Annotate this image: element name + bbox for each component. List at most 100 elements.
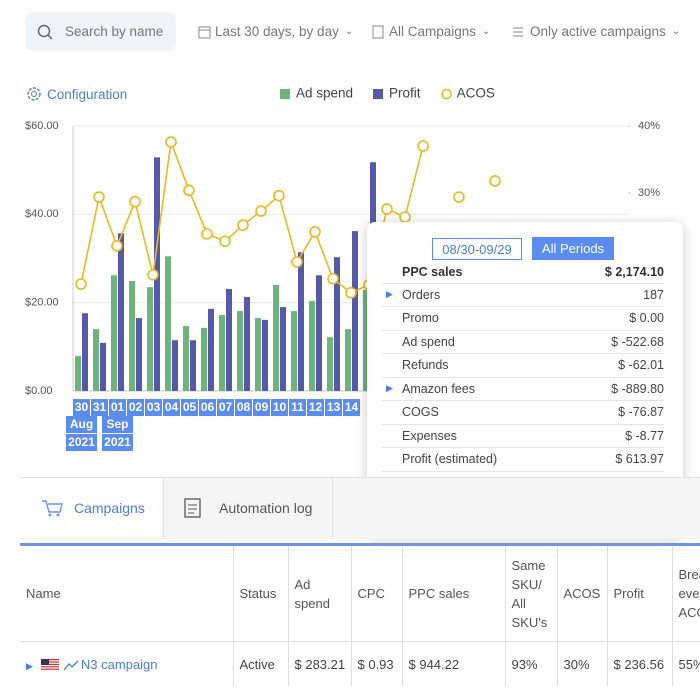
summary-row[interactable]: ▶Orders187 (382, 283, 664, 307)
point (202, 229, 212, 239)
summary-total: $ 2,174.10 (605, 265, 664, 279)
point (310, 227, 320, 237)
table-cell: $ 0.93 (351, 642, 402, 687)
legend-marker (373, 89, 383, 99)
month-label: Aug (70, 417, 93, 431)
table-row: ▶ N3 campaign Active $ 283.21$ 0.93$ 944.22… (20, 642, 700, 687)
bar (327, 337, 333, 391)
bar (273, 285, 279, 391)
bar (345, 329, 351, 391)
legend-label: Profit (389, 86, 421, 101)
x-tick-label: 08 (237, 400, 251, 414)
row-value: $ -889.80 (611, 382, 664, 396)
bar (190, 340, 196, 391)
year-label: 2021 (68, 435, 95, 449)
campaign-filter-text: All Campaigns (389, 24, 476, 39)
date-range-button[interactable]: 08/30-09/29 (432, 238, 522, 260)
x-tick-label: 02 (129, 400, 143, 414)
all-periods-button[interactable]: All Periods (532, 237, 614, 260)
tab-campaigns[interactable]: Campaigns (20, 478, 162, 538)
tab-automation[interactable]: Automation log (163, 478, 333, 538)
column-header: Same SKU/ All SKU's (505, 545, 557, 642)
point (94, 192, 104, 202)
summary-row[interactable]: ▶Amazon fees$ -889.80 (382, 377, 664, 401)
year-label: 2021 (104, 435, 131, 449)
bar (93, 329, 99, 391)
legend-marker (442, 90, 451, 99)
chevron: ⌄ (672, 26, 680, 37)
date-filter-text: Last 30 days, by day (215, 24, 339, 39)
row-label: Promo (382, 311, 439, 325)
bar (262, 320, 268, 391)
row-value: 187 (643, 288, 664, 302)
x-tick-label: 07 (219, 400, 233, 414)
row-value: $ -8.77 (625, 429, 664, 443)
expand-arrow: ▶ (386, 289, 393, 300)
chevron: ⌄ (345, 26, 353, 37)
summary-row: Refunds$ -62.01 (382, 354, 664, 378)
row-label: COGS (382, 405, 439, 419)
list-icon (511, 24, 530, 40)
row-label: Amazon fees (382, 382, 475, 396)
point (274, 191, 284, 201)
point (328, 274, 338, 284)
bar (244, 297, 250, 391)
table-cell: $ 283.21 (288, 642, 351, 687)
legend-marker (280, 89, 290, 99)
chevron: ⌄ (482, 26, 490, 37)
cell-text: 30% (564, 657, 590, 672)
expand-arrow: ▶ (26, 661, 33, 671)
search-icon (25, 22, 65, 42)
bar (219, 315, 225, 391)
search-box[interactable]: Search by name (25, 12, 176, 51)
point (382, 204, 392, 214)
x-tick-label: 01 (111, 400, 125, 414)
table-cell: $ 236.56 (607, 642, 672, 687)
status-filter[interactable]: Only active campaigns⌄ (511, 12, 680, 51)
campaign-name[interactable]: N3 campaign (81, 657, 158, 672)
row-value: $ 0.00 (629, 311, 664, 325)
point (490, 176, 500, 186)
summary-row: Promo $ 0.00 (382, 307, 664, 331)
doc-icon (371, 24, 389, 40)
row-value: $ -62.01 (618, 358, 664, 372)
bar (165, 256, 171, 391)
table-cell: 55% (672, 642, 700, 687)
table-cell: ▶ N3 campaign (20, 642, 233, 687)
y-tick-label: $60.00 (25, 120, 59, 132)
x-tick-label: 30 (75, 400, 89, 414)
campaign-filter[interactable]: All Campaigns ⌄ (371, 12, 490, 51)
column-header: ACOS (557, 545, 607, 642)
x-tick-label: 11 (291, 400, 304, 414)
point (148, 270, 158, 280)
point (400, 212, 410, 222)
point (418, 141, 428, 151)
tab-label: Automation log (219, 500, 312, 516)
bar (226, 289, 232, 391)
x-tick-label: 31 (93, 400, 107, 414)
date-filter[interactable]: Last 30 days, by day ⌄ (197, 12, 353, 51)
point (454, 192, 464, 202)
search-placeholder: Search by name (65, 24, 163, 39)
bar (316, 275, 322, 391)
table-header: NameStatusAd spendCPCPPC salesSame SKU/ … (20, 545, 700, 642)
point (256, 206, 266, 216)
row-value: $ -522.68 (611, 335, 664, 349)
cell-text: Active (240, 657, 275, 672)
bar (82, 313, 88, 391)
table-cell: $ 944.22 (402, 642, 505, 687)
cell-text: $ 236.56 (614, 657, 665, 672)
cell-text: 55% (679, 657, 700, 672)
column-header: Profit (607, 545, 672, 642)
bar (291, 311, 297, 391)
table-cell: 30% (557, 642, 607, 687)
row-label: Profit (estimated) (382, 452, 497, 466)
month-label: Sep (106, 417, 128, 431)
flag-stripe (41, 666, 59, 667)
point (238, 220, 248, 230)
tab-label: Campaigns (74, 500, 145, 516)
y2-tick-label: 40% (638, 120, 660, 132)
bar (255, 318, 261, 391)
table-cell: Active (233, 642, 288, 687)
